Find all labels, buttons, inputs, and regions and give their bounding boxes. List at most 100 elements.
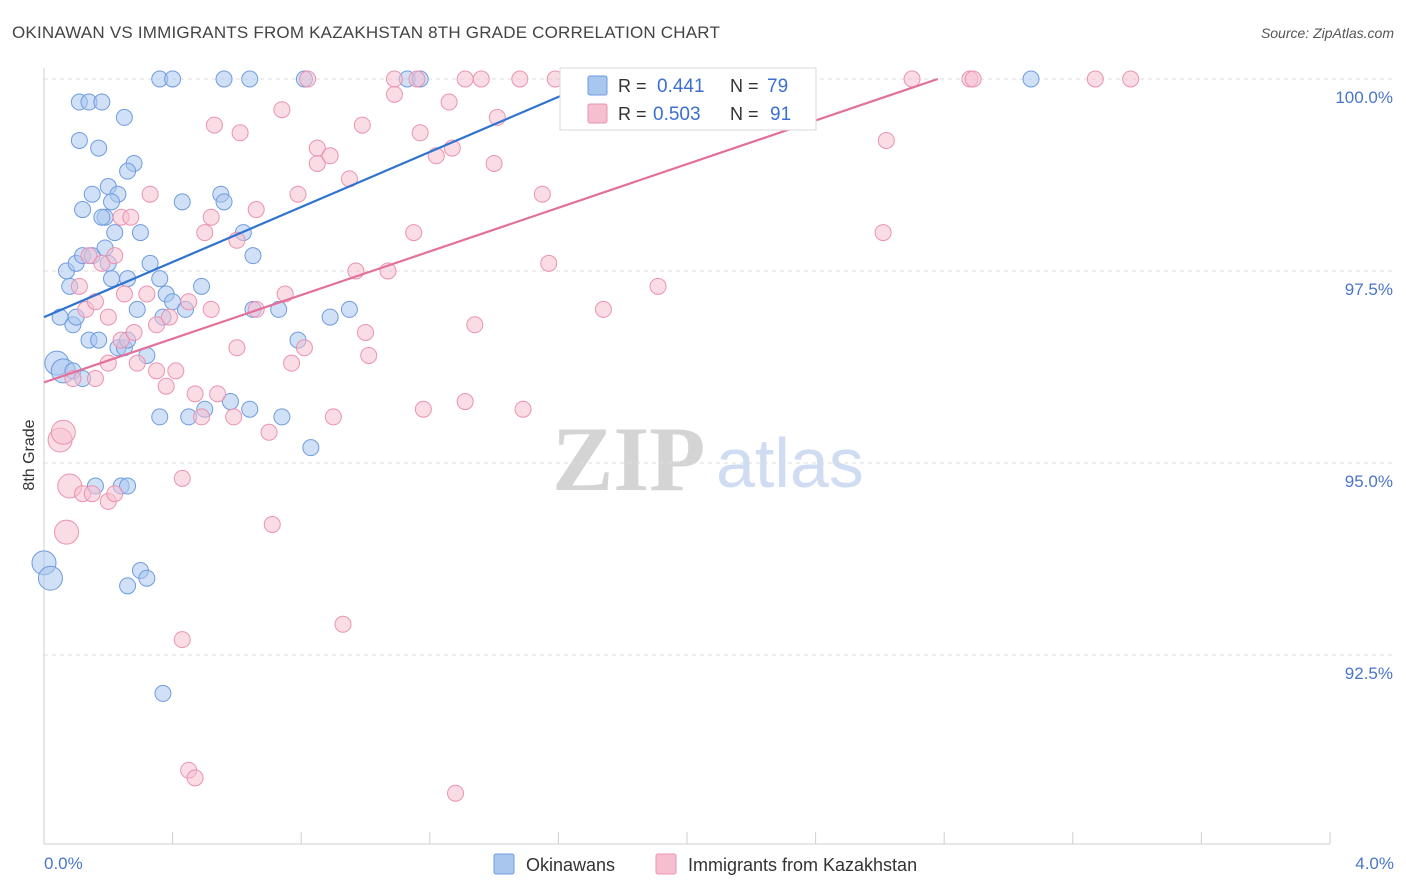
okinawans-point-74 xyxy=(119,477,137,495)
okinawans-point-70 xyxy=(273,408,291,426)
bottom-legend-kazakhstan: Immigrants from Kazakhstan xyxy=(688,855,917,875)
kazakhstan-point-55 xyxy=(649,277,667,295)
y-tick-label-0: 92.5% xyxy=(1345,664,1393,683)
okinawans-point-77 xyxy=(119,577,137,595)
bottom-legend-swatch-kazakhstan xyxy=(655,853,677,875)
kazakhstan-point-31 xyxy=(357,323,374,341)
kazakhstan-point-88 xyxy=(408,70,426,88)
kazakhstan-point-26 xyxy=(225,408,243,426)
kazakhstan-point-71 xyxy=(533,185,551,203)
kazakhstan-point-10 xyxy=(334,615,352,633)
kazakhstan-point-44 xyxy=(160,308,178,326)
kazakhstan-point-5 xyxy=(83,485,101,503)
kazakhstan-point-14 xyxy=(447,784,465,802)
kazakhstan-point-32 xyxy=(360,346,378,364)
okinawans-point-25 xyxy=(173,193,191,211)
kazakhstan-point-91 xyxy=(511,70,529,88)
y-tick-label-3: 100.0% xyxy=(1335,88,1393,107)
chart-title: OKINAWAN VS IMMIGRANTS FROM KAZAKHSTAN 8… xyxy=(12,23,720,42)
watermark: ZIP atlas xyxy=(552,408,864,510)
kazakhstan-point-66 xyxy=(289,185,307,203)
okinawans-point-37 xyxy=(103,270,121,288)
kazakhstan-point-3 xyxy=(54,519,80,545)
kazakhstan-point-65 xyxy=(247,201,265,219)
kazakhstan-point-78 xyxy=(321,147,339,165)
kazakhstan-point-60 xyxy=(122,208,140,226)
okinawans-point-69 xyxy=(241,400,259,418)
legend-n-value-okinawans: 79 xyxy=(767,76,788,97)
kazakhstan-point-93 xyxy=(903,70,921,88)
legend-n-value-kazakhstan: 91 xyxy=(770,104,791,125)
kazakhstan-point-46 xyxy=(202,300,220,318)
kazakhstan-point-86 xyxy=(299,70,317,88)
kazakhstan-point-8 xyxy=(173,469,191,487)
okinawans-point-24 xyxy=(131,224,149,242)
kazakhstan-point-29 xyxy=(295,339,313,357)
x-tick-label-max: 4.0% xyxy=(1355,854,1394,873)
y-tick-label-1: 95.0% xyxy=(1345,472,1393,491)
kazakhstan-point-30 xyxy=(324,408,342,426)
kazakhstan-point-42 xyxy=(138,285,156,303)
bottom-legend-swatch-okinawans xyxy=(493,853,515,875)
kazakhstan-point-18 xyxy=(112,331,130,349)
kazakhstan-point-75 xyxy=(231,124,249,142)
kazakhstan-point-72 xyxy=(874,224,892,242)
okinawans-point-56 xyxy=(270,300,288,318)
chart-source: Source: ZipAtlas.com xyxy=(1261,25,1394,41)
okinawans-point-2 xyxy=(215,70,233,88)
kazakhstan-point-54 xyxy=(594,300,612,318)
kazakhstan-point-56 xyxy=(80,247,98,265)
kazakhstan-point-11 xyxy=(173,631,191,649)
okinawans-point-54 xyxy=(193,277,211,295)
axes xyxy=(43,68,1331,845)
kazakhstan-point-80 xyxy=(385,85,403,103)
kazakhstan-point-43 xyxy=(148,316,166,334)
legend-swatch-kazakhstan xyxy=(587,103,608,124)
okinawans-point-79 xyxy=(138,569,156,587)
okinawans-point-3 xyxy=(241,70,259,88)
legend-n-label-kazakhstan: N = xyxy=(730,104,759,124)
okinawans-point-58 xyxy=(321,308,339,326)
kazakhstan-point-25 xyxy=(209,385,227,403)
okinawans-point-21 xyxy=(93,208,111,226)
kazakhstan-point-81 xyxy=(411,124,429,142)
kazakhstan-point-96 xyxy=(1086,70,1104,88)
kazakhstan-point-39 xyxy=(99,308,117,326)
watermark-zip: ZIP xyxy=(552,408,705,510)
okinawans-point-7 xyxy=(1022,70,1040,88)
x-tick-label-min: 0.0% xyxy=(44,854,83,873)
kazakhstan-point-57 xyxy=(93,254,111,272)
okinawans-point-1 xyxy=(164,70,182,88)
okinawans-point-27 xyxy=(215,193,233,211)
okinawans-point-22 xyxy=(74,201,92,219)
okinawans-point-41 xyxy=(151,270,169,288)
y-tick-label-2: 97.5% xyxy=(1345,280,1393,299)
stats-legend: R = 0.441 N = 79 R = 0.503 N = 91 xyxy=(559,67,817,131)
bottom-legend-okinawans: Okinawans xyxy=(526,855,615,875)
okinawans-point-71 xyxy=(302,439,320,457)
kazakhstan-point-41 xyxy=(125,323,143,341)
kazakhstan-point-9 xyxy=(263,515,281,533)
okinawans-point-65 xyxy=(151,408,169,426)
okinawans-point-76 xyxy=(37,565,63,591)
kazakhstan-point-34 xyxy=(456,393,474,411)
kazakhstan-point-40 xyxy=(115,285,133,303)
y-tick-labels: 92.5% 95.0% 97.5% 100.0% xyxy=(1335,88,1393,683)
okinawans-point-10 xyxy=(93,93,111,111)
legend-r-label-okinawans: R = xyxy=(618,76,647,96)
legend-r-value-okinawans: 0.441 xyxy=(657,76,705,97)
kazakhstan-point-90 xyxy=(472,70,490,88)
kazakhstan-point-83 xyxy=(440,93,458,111)
kazakhstan-point-21 xyxy=(157,377,175,395)
kazakhstan-point-97 xyxy=(1122,70,1140,88)
series-okinawans-points xyxy=(31,70,1040,702)
okinawans-point-16 xyxy=(119,162,137,180)
okinawans-point-39 xyxy=(128,300,146,318)
kazakhstan-point-70 xyxy=(485,154,503,172)
legend-swatch-okinawans xyxy=(587,75,608,96)
kazakhstan-point-95 xyxy=(964,70,982,88)
kazakhstan-point-87 xyxy=(385,70,403,88)
kazakhstan-point-33 xyxy=(414,400,432,418)
kazakhstan-point-27 xyxy=(260,423,278,441)
